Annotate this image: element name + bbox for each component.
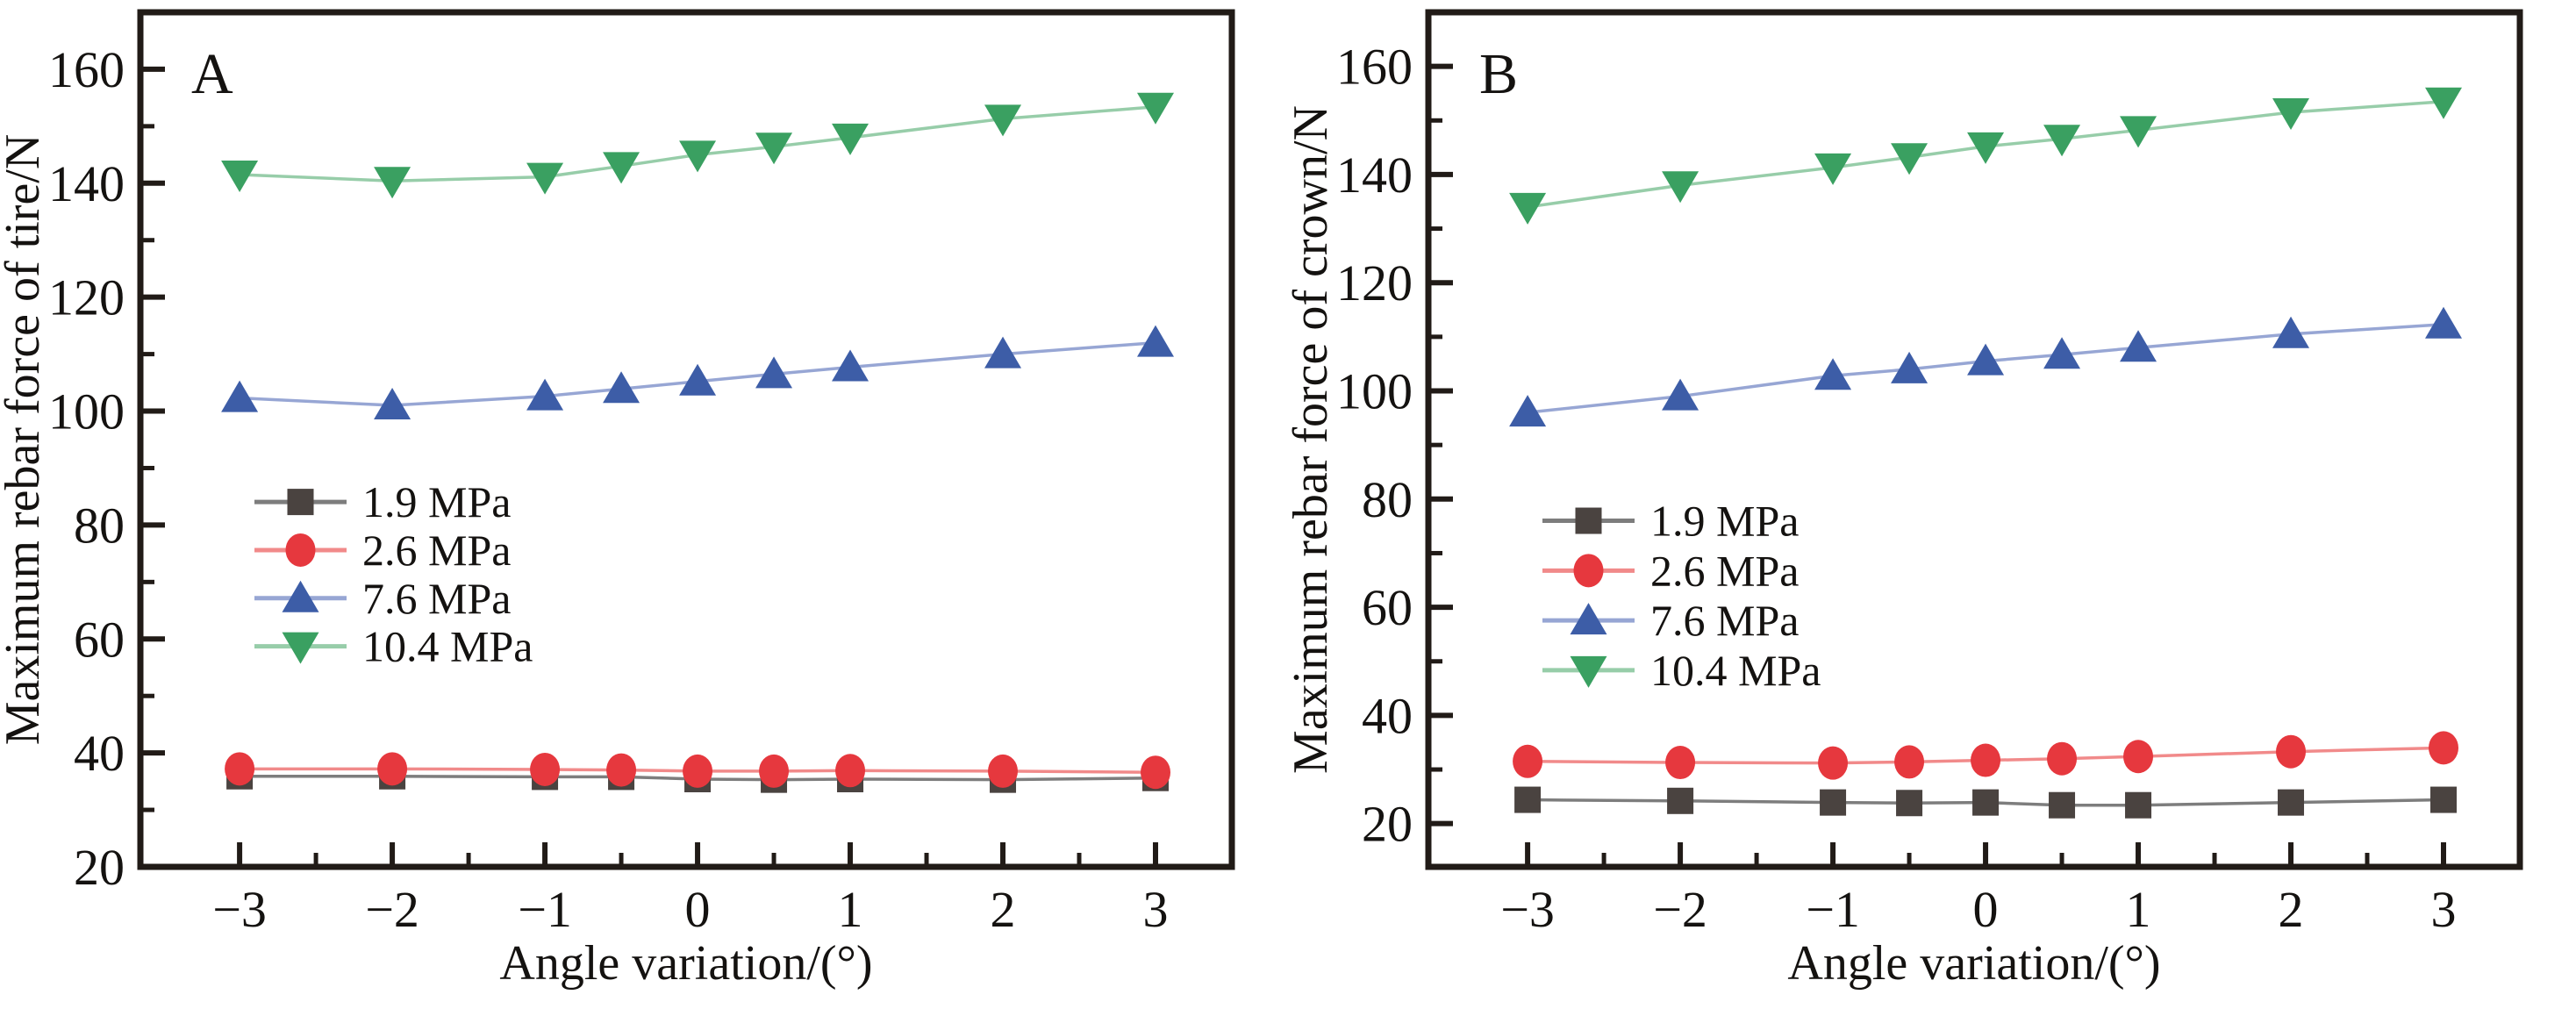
- svg-text:60: 60: [74, 611, 125, 668]
- panel-a-chart: 20 40 60 80 100 120 140 160 −3 −2 −1 0 1 2 3 1.9 MPa 2.6…: [0, 0, 1288, 1009]
- svg-text:10.4 MPa: 10.4 MPa: [362, 622, 533, 671]
- svg-text:10.4 MPa: 10.4 MPa: [1650, 646, 1821, 695]
- svg-text:1.9 MPa: 1.9 MPa: [1650, 497, 1799, 546]
- svg-text:−1: −1: [518, 881, 572, 938]
- svg-text:−3: −3: [1500, 881, 1555, 938]
- chart-background: [1288, 0, 2576, 1009]
- series-10-4-mpa: [221, 92, 1175, 199]
- plot-border: [137, 9, 1235, 870]
- svg-text:2: 2: [991, 881, 1016, 938]
- legend-item-2-6-mpa: 2.6 MPa: [1542, 546, 1799, 595]
- svg-text:1: 1: [2126, 881, 2151, 938]
- x-axis-title: Angle variation/(°): [499, 936, 872, 991]
- svg-text:2: 2: [2279, 881, 2304, 938]
- y-axis-title: Maximum rebar force of crown/N: [1288, 105, 1338, 774]
- svg-text:3: 3: [2431, 881, 2457, 938]
- svg-text:1: 1: [838, 881, 863, 938]
- legend-item-7-6-mpa: 7.6 MPa: [1542, 596, 1799, 645]
- series-10-4-mpa: [1509, 87, 2463, 225]
- panel-b-chart: 20 40 60 80 100 120 140 160 −3 −2 −1 0 1 2 3 1.9 MPa 2.6…: [1288, 0, 2576, 1009]
- svg-text:1.9 MPa: 1.9 MPa: [362, 477, 511, 526]
- x-axis: [1525, 842, 2447, 867]
- legend-item-1-9-mpa: 1.9 MPa: [1542, 497, 1799, 546]
- svg-text:7.6 MPa: 7.6 MPa: [362, 574, 511, 623]
- x-axis-tick-labels: −3 −2 −1 0 1 2 3: [212, 881, 1168, 938]
- x-axis-tick-labels: −3 −2 −1 0 1 2 3: [1500, 881, 2456, 938]
- svg-text:80: 80: [1362, 471, 1413, 528]
- y-axis-tick-labels: 20 40 60 80 100 120 140 160: [48, 41, 125, 896]
- svg-text:−2: −2: [1653, 881, 1707, 938]
- svg-text:100: 100: [48, 383, 125, 440]
- svg-text:120: 120: [48, 269, 125, 326]
- legend-item-2-6-mpa: 2.6 MPa: [254, 526, 511, 575]
- svg-text:140: 140: [48, 155, 125, 212]
- svg-text:160: 160: [1336, 39, 1413, 96]
- svg-text:2.6 MPa: 2.6 MPa: [1650, 546, 1799, 595]
- legend-item-1-9-mpa: 1.9 MPa: [254, 477, 511, 526]
- x-axis: [237, 842, 1159, 867]
- svg-text:60: 60: [1362, 579, 1413, 636]
- svg-text:−1: −1: [1806, 881, 1860, 938]
- svg-text:−2: −2: [365, 881, 419, 938]
- legend-item-10-4-mpa: 10.4 MPa: [254, 622, 533, 671]
- svg-text:0: 0: [1973, 881, 1999, 938]
- svg-text:40: 40: [74, 725, 125, 782]
- series-2-6-mpa: [1513, 731, 2459, 780]
- svg-text:40: 40: [1362, 687, 1413, 744]
- series-7-6-mpa: [1509, 306, 2463, 427]
- svg-text:20: 20: [74, 839, 125, 896]
- svg-text:20: 20: [1362, 796, 1413, 853]
- series-1-9-mpa: [1514, 786, 2458, 819]
- svg-text:100: 100: [1336, 363, 1413, 420]
- svg-text:0: 0: [685, 881, 711, 938]
- x-axis-title: Angle variation/(°): [1787, 936, 2160, 991]
- svg-text:120: 120: [1336, 254, 1413, 311]
- panel-letter: B: [1479, 42, 1518, 106]
- legend-item-10-4-mpa: 10.4 MPa: [1542, 646, 1821, 695]
- svg-text:160: 160: [48, 41, 125, 98]
- svg-text:7.6 MPa: 7.6 MPa: [1650, 596, 1799, 645]
- svg-text:80: 80: [74, 497, 125, 554]
- legend-item-7-6-mpa: 7.6 MPa: [254, 574, 511, 623]
- svg-text:3: 3: [1143, 881, 1169, 938]
- series-2-6-mpa: [225, 752, 1171, 790]
- svg-text:2.6 MPa: 2.6 MPa: [362, 526, 511, 575]
- panel-letter: A: [191, 42, 233, 106]
- chart-background: [0, 0, 1288, 1009]
- y-axis-tick-labels: 20 40 60 80 100 120 140 160: [1336, 39, 1413, 853]
- svg-text:−3: −3: [212, 881, 267, 938]
- y-axis-title: Maximum rebar force of tire/N: [0, 134, 50, 746]
- plot-border: [1425, 9, 2523, 870]
- series-7-6-mpa: [221, 325, 1175, 420]
- svg-text:140: 140: [1336, 147, 1413, 204]
